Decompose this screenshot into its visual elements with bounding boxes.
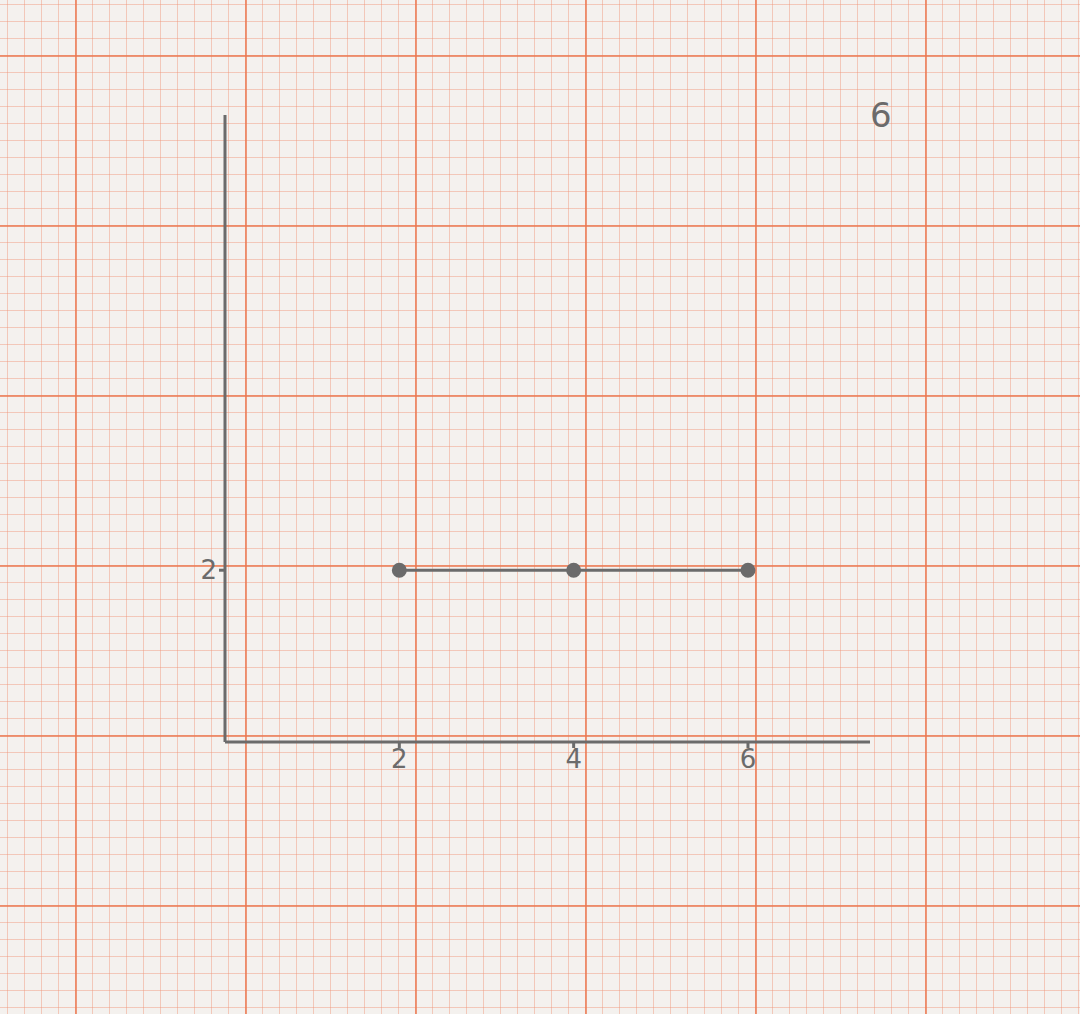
svg-text:2: 2 — [391, 744, 408, 774]
html-text:6: 6 — [870, 95, 892, 135]
svg-text:2: 2 — [200, 555, 217, 585]
svg-text:4: 4 — [565, 744, 582, 774]
svg-text:6: 6 — [740, 744, 757, 774]
